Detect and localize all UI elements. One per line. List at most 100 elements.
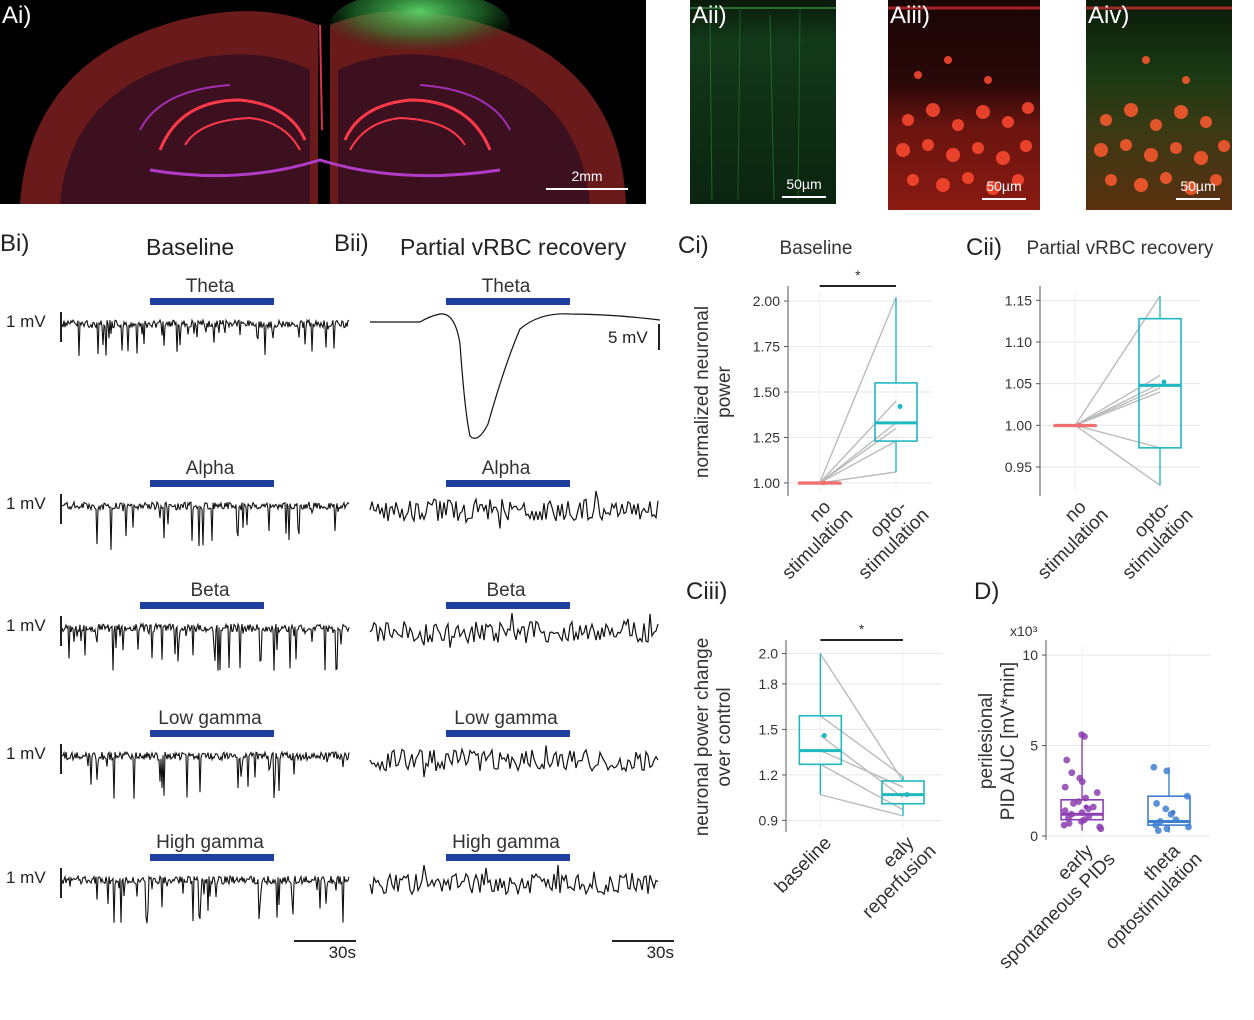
data-point [1185, 823, 1192, 831]
voltage-scale-line [60, 868, 62, 898]
baseline-trace-line [61, 622, 350, 671]
voltage-scale-label: 1 mV [6, 744, 46, 763]
box [1147, 795, 1191, 826]
y-tick-label: 1.00 [753, 475, 780, 491]
baseline-trace-line [61, 874, 350, 924]
band-label-baseline: Beta [190, 580, 230, 601]
baseline-trace [61, 874, 350, 924]
baseline-title: Baseline [146, 234, 235, 260]
baseline-trace [61, 500, 350, 550]
x-category-label: baseline [771, 833, 836, 898]
paired-line [1074, 391, 1161, 426]
y-tick-label: 1.5 [759, 721, 779, 737]
y-axis-label: power [714, 365, 735, 417]
y-tick-label: 2.0 [759, 646, 779, 662]
stimulation-bar [446, 854, 570, 861]
y-tick-label: 1.05 [1005, 376, 1032, 392]
y-tick-label: 1.15 [1005, 292, 1032, 308]
red-cells-texture [888, 6, 1040, 195]
paired-line [1074, 295, 1161, 426]
data-point [1068, 769, 1076, 777]
mean-point [821, 480, 827, 486]
data-point [1078, 818, 1085, 825]
paired-line [1074, 424, 1161, 486]
paired-line [819, 400, 897, 484]
panel-label-d: D) [974, 578, 1000, 605]
stimulation-bar [446, 602, 570, 609]
paired-line [1074, 374, 1161, 426]
panel-label-aiv: Aiv) [1088, 2, 1130, 29]
band-label-recovery: Alpha [481, 458, 531, 479]
recovery-trace [369, 745, 659, 778]
stimulation-bar [140, 602, 264, 609]
baseline-trace [61, 750, 350, 799]
band-label-recovery: Low gamma [454, 708, 558, 729]
chart-ci: 1.00 1.25 1.50 1.75 2.00 Baseline normalized n… [692, 238, 934, 584]
scale-bar-label: 50µm [1180, 178, 1216, 194]
box [874, 382, 918, 442]
voltage-scale-line [60, 616, 62, 646]
chart-cii: 0.95 1.00 1.05 1.10 1.15 Partial vRBC recover… [1005, 238, 1214, 584]
scale-bar-label: 2mm [571, 168, 603, 184]
panel-label-aii: Aii) [692, 2, 727, 29]
time-scale-label: 30s [646, 943, 674, 962]
time-scale-left: 30s [294, 940, 356, 966]
data-point [1070, 800, 1077, 807]
scale-bar-line [546, 188, 628, 190]
significance-star: * [855, 267, 861, 283]
data-point [1061, 807, 1069, 815]
stimulation-bar [150, 854, 274, 861]
time-scale-line [612, 940, 674, 942]
brain-section-illustration [20, 0, 626, 204]
mean-point [821, 732, 827, 738]
mean-point [1161, 379, 1167, 385]
micrograph-green: Aii) 50µm [690, 0, 836, 204]
stimulation-bar [150, 480, 274, 487]
recovery-trace-line [369, 745, 659, 778]
brain-section-image: Ai) 2mm [0, 0, 646, 204]
y-tick-label: 0.9 [759, 812, 779, 828]
y-tick-label: 0 [1030, 828, 1038, 844]
paired-line [819, 422, 897, 484]
y-axis-label: neuronal power change [692, 638, 713, 837]
panel-label-ciii: Ciii) [686, 578, 728, 605]
box [798, 714, 843, 766]
baseline-trace [61, 318, 350, 356]
time-scale-label: 30s [328, 943, 356, 962]
paired-line [819, 440, 897, 484]
data-point [1162, 805, 1170, 813]
stimulation-bar [446, 480, 570, 487]
chart-title: Baseline [780, 238, 853, 259]
paired-line [819, 734, 904, 799]
paired-line [819, 297, 897, 484]
y-tick-label: 1.25 [753, 429, 780, 445]
scale-bar-line [1176, 198, 1220, 200]
voltage-scale-label: 1 mV [6, 494, 46, 513]
panel-label-ai: Ai) [2, 2, 32, 29]
paired-line [1075, 424, 1161, 449]
baseline-trace-line [61, 750, 350, 799]
panel-label-cii: Cii) [966, 234, 1002, 261]
data-point [1078, 778, 1086, 786]
data-point [1163, 825, 1171, 833]
paired-line [819, 427, 897, 484]
voltage-scale-5mv-label: 5 mV [608, 328, 648, 347]
time-scale-right: 30s [612, 940, 674, 966]
scale-bar-aiv: 50µm [1176, 178, 1220, 200]
time-scale-line [294, 940, 356, 942]
band-label-recovery: Beta [486, 580, 526, 601]
voltage-scale-line [658, 324, 660, 350]
y-tick-label: 10 [1022, 647, 1038, 663]
band-label-baseline: Alpha [185, 458, 235, 479]
y-tick-label: 1.00 [1005, 417, 1032, 433]
band-label-baseline: Low gamma [158, 708, 262, 729]
recovery-trace [369, 864, 659, 896]
recovery-trace-line [369, 864, 659, 896]
data-point [1063, 756, 1071, 764]
scale-bar-line [782, 196, 826, 198]
scale-bar-label: 50µm [786, 176, 822, 192]
data-point [1061, 783, 1069, 791]
paired-line [819, 653, 904, 782]
y-tick-label: 1.75 [753, 339, 780, 355]
y-tick-label: 1.50 [753, 384, 780, 400]
